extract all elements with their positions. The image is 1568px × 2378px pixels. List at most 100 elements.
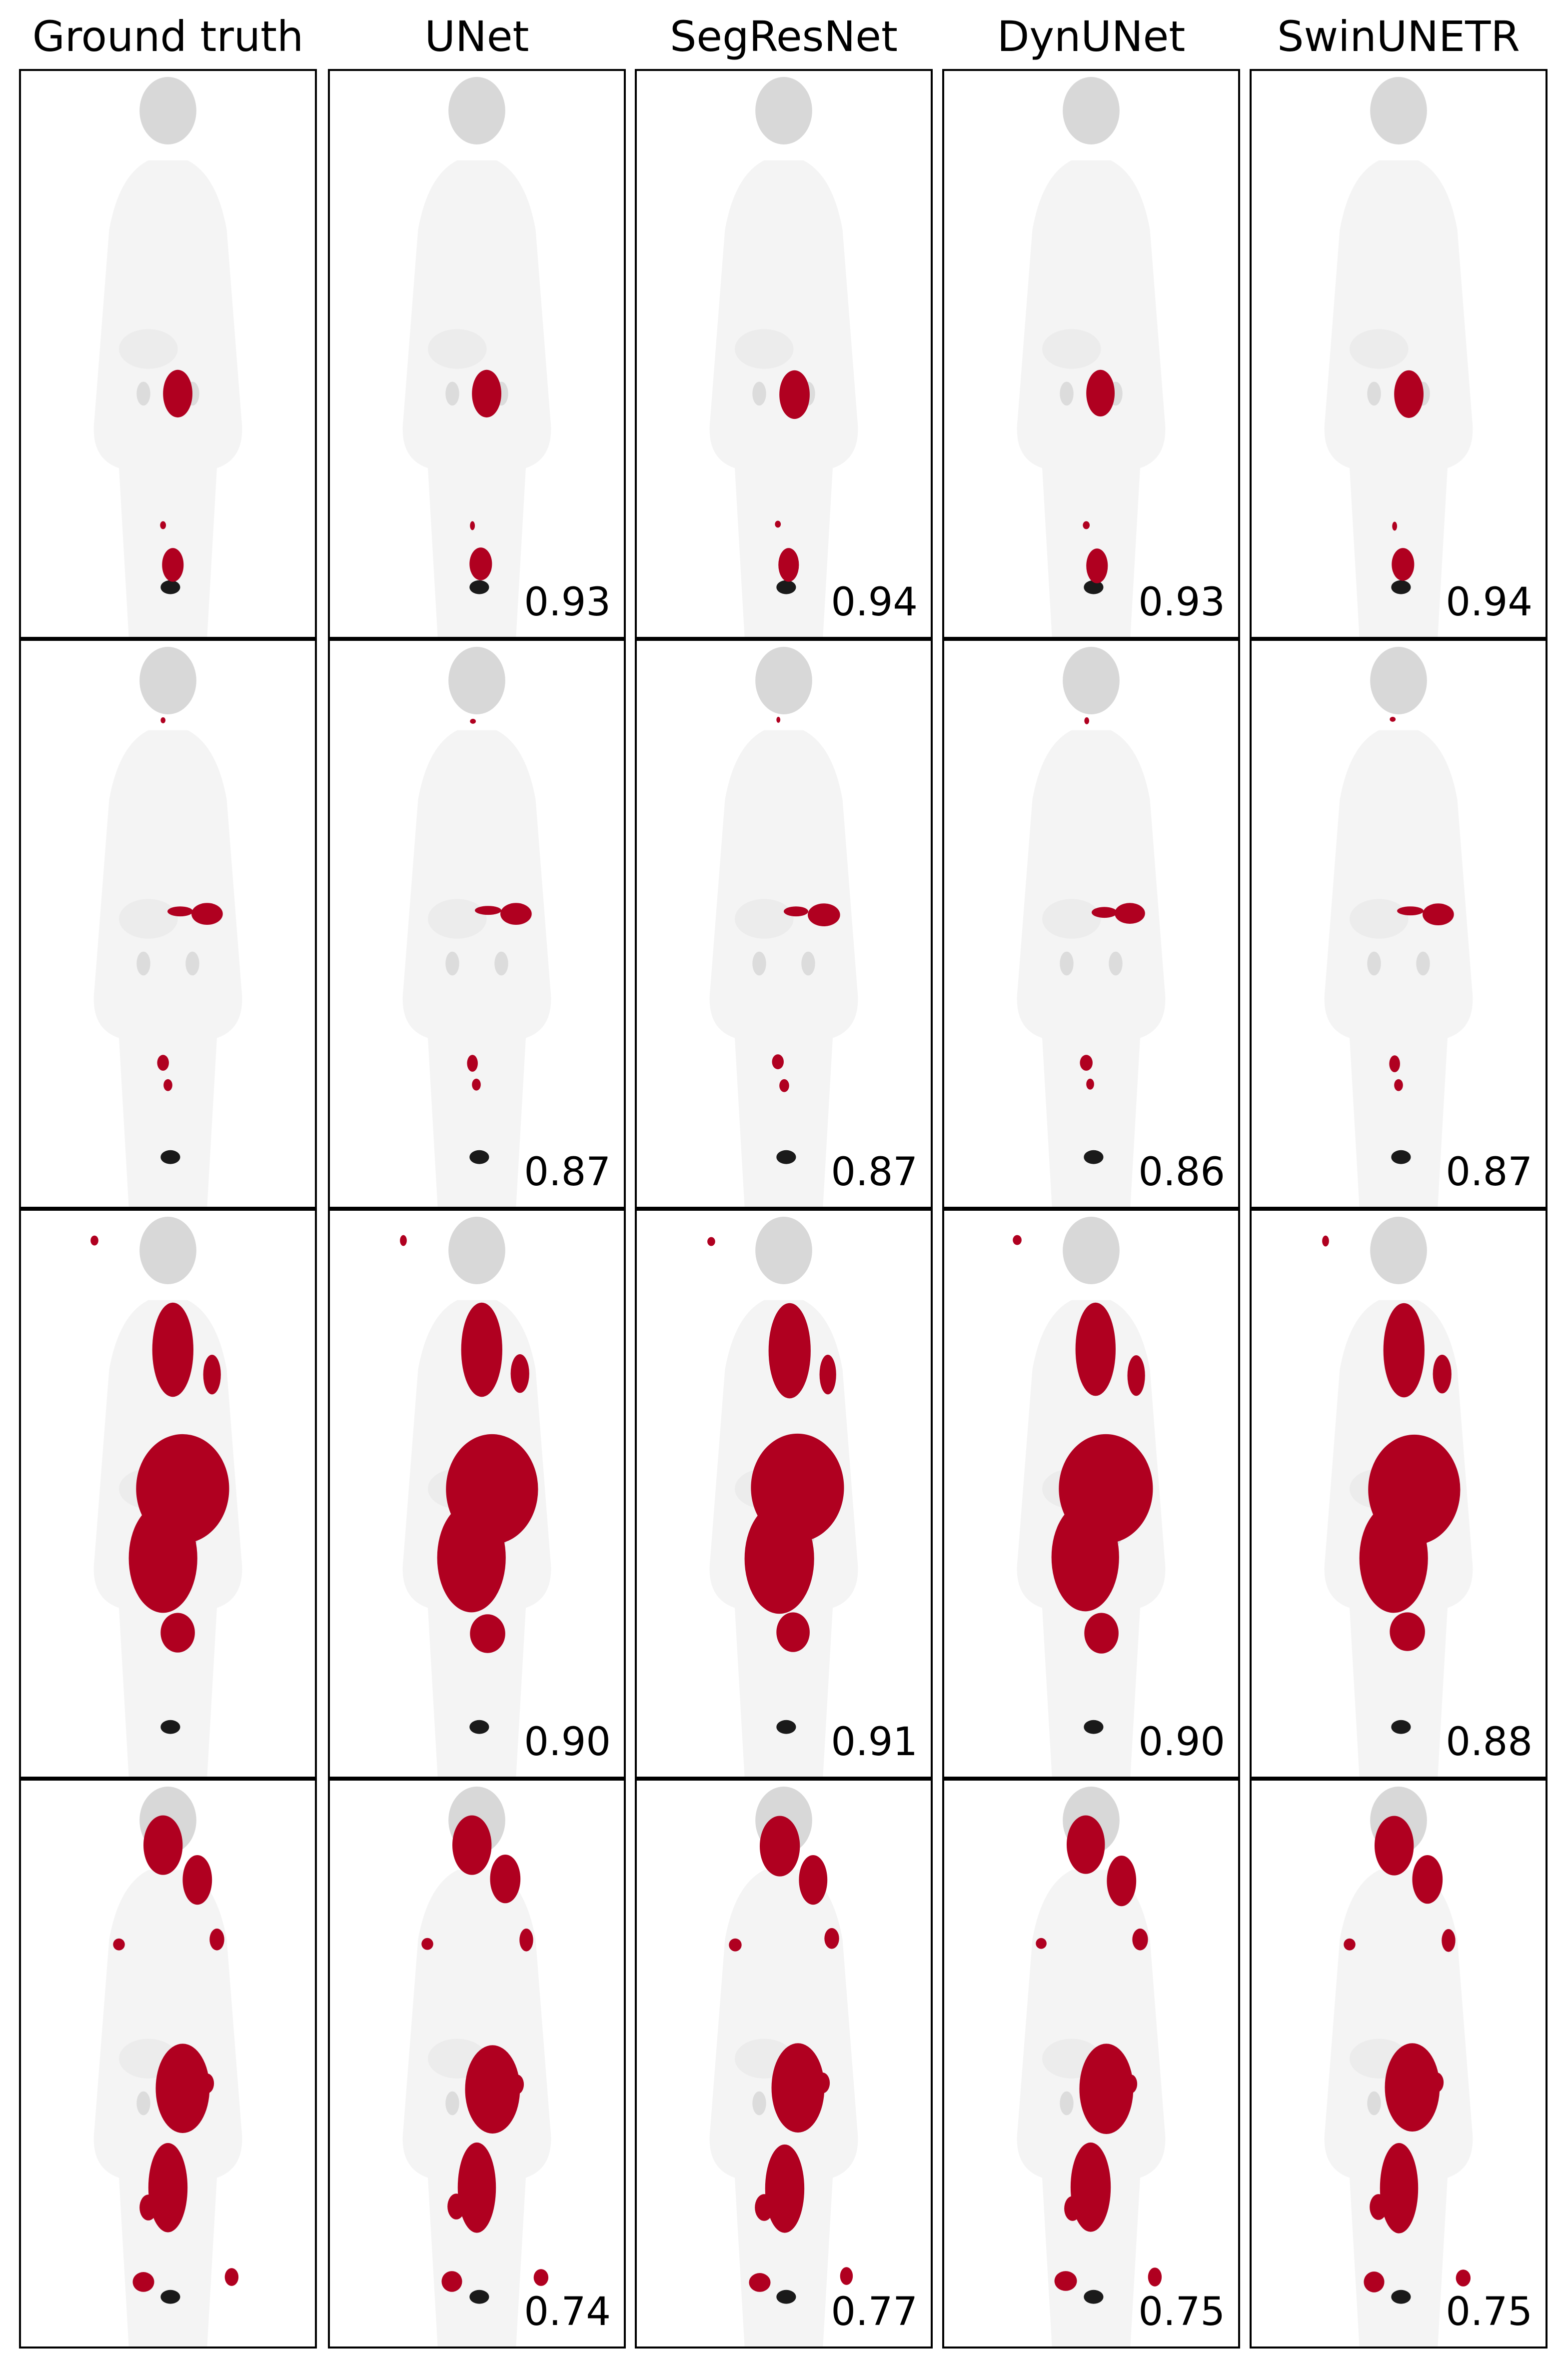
lesion-mask	[128, 1503, 197, 1613]
pet-mip-image	[1324, 646, 1473, 1207]
lesion-mask	[155, 2044, 210, 2134]
lesion-mask	[775, 520, 781, 528]
pet-mip-image	[93, 646, 242, 1207]
brain-uptake	[139, 1216, 196, 1284]
bladder-uptake	[1084, 1720, 1104, 1734]
lesion-mask	[1086, 1078, 1094, 1090]
dice-score: 0.93	[524, 580, 611, 625]
lesion-mask	[1430, 2072, 1444, 2093]
liver-uptake	[735, 899, 794, 939]
kidney-uptake	[1367, 951, 1381, 976]
dice-score: 0.86	[1138, 1150, 1225, 1195]
lesion-mask	[162, 548, 184, 582]
mip-panel	[19, 1209, 317, 1779]
dice-score: 0.75	[1138, 2290, 1225, 2335]
column-title-ground-truth: Ground truth	[32, 12, 304, 61]
lesion-mask	[768, 1303, 811, 1399]
lesion-mask	[1075, 1302, 1116, 1396]
kidney-uptake	[136, 951, 150, 976]
lesion-mask	[1456, 2270, 1471, 2287]
dice-score: 0.75	[1446, 2290, 1533, 2335]
bladder-uptake	[1391, 580, 1411, 594]
lesion-mask	[1412, 1855, 1443, 1904]
brain-uptake	[1370, 76, 1427, 144]
dice-score: 0.87	[1446, 1150, 1533, 1195]
lesion-mask	[452, 1815, 492, 1875]
lesion-mask	[457, 2142, 496, 2233]
body-silhouette	[709, 730, 858, 1207]
lesion-mask	[467, 1055, 478, 1072]
bladder-uptake	[160, 2290, 180, 2304]
column-title-dynunet: DynUNet	[997, 12, 1186, 61]
lesion-mask	[143, 1815, 183, 1875]
lesion-mask	[1064, 2196, 1081, 2221]
dice-score: 0.90	[524, 1720, 611, 1765]
lesion-mask	[132, 2272, 154, 2292]
lesion-mask	[490, 1854, 521, 1904]
brain-uptake	[755, 1216, 812, 1284]
lesion-mask	[160, 1613, 195, 1653]
lesion-mask	[1086, 548, 1108, 583]
dice-score: 0.91	[831, 1720, 918, 1765]
kidney-uptake	[1060, 951, 1074, 976]
lesion-mask	[1079, 2044, 1134, 2135]
pet-mip-image	[1017, 646, 1166, 1207]
kidney-uptake	[445, 2091, 459, 2116]
liver-uptake	[1042, 899, 1101, 939]
pet-mip-image	[93, 1786, 242, 2347]
pet-mip-image	[1324, 76, 1473, 637]
lesion-mask	[779, 1079, 789, 1092]
column-title-unet: UNet	[424, 12, 529, 61]
dice-score: 0.77	[831, 2290, 918, 2335]
lesion-mask	[465, 2045, 520, 2134]
mip-panel: 0.87	[635, 639, 933, 1209]
brain-uptake	[1063, 1216, 1120, 1284]
lesion-mask	[90, 1235, 98, 1246]
lesion-mask	[461, 1302, 502, 1397]
lesion-mask	[1067, 1815, 1105, 1874]
lesion-mask	[519, 1928, 533, 1952]
lesion-mask	[772, 1054, 784, 1069]
pet-mip-image	[402, 1786, 551, 2347]
lesion-mask	[1385, 2043, 1440, 2132]
lesion-mask	[840, 2267, 853, 2285]
lesion-mask	[469, 547, 492, 580]
lesion-mask	[771, 2043, 825, 2133]
bladder-uptake	[469, 580, 489, 594]
kidney-uptake	[136, 2091, 150, 2116]
dice-score: 0.87	[831, 1150, 918, 1195]
bladder-uptake	[160, 1720, 180, 1734]
kidney-uptake	[445, 381, 459, 406]
lesion-mask	[1397, 906, 1424, 916]
body-silhouette	[93, 730, 242, 1207]
lesion-mask	[1344, 1938, 1356, 1951]
dice-score: 0.90	[1138, 1720, 1225, 1765]
liver-uptake	[428, 899, 487, 939]
mip-panel: 0.86	[942, 639, 1240, 1209]
mip-panel: 0.94	[1250, 69, 1548, 639]
lesion-mask	[707, 1237, 715, 1246]
liver-uptake	[1350, 329, 1409, 369]
mip-panel: 0.87	[328, 639, 626, 1209]
bladder-uptake	[776, 1150, 796, 1164]
pet-mip-image	[1017, 1786, 1166, 2347]
lesion-mask	[799, 1855, 828, 1905]
bladder-uptake	[469, 1150, 489, 1164]
bladder-uptake	[776, 2290, 796, 2304]
lesion-mask	[167, 906, 193, 917]
lesion-mask	[1433, 1354, 1452, 1394]
bladder-uptake	[776, 1720, 796, 1734]
pet-mip-image	[1013, 1216, 1166, 1777]
lesion-mask	[744, 1503, 814, 1614]
brain-uptake	[1370, 1216, 1427, 1284]
bladder-uptake	[776, 580, 796, 594]
lesion-mask	[1394, 370, 1424, 418]
lesion-mask	[815, 2072, 830, 2094]
kidney-uptake	[1109, 951, 1123, 976]
lesion-mask	[470, 521, 475, 530]
lesion-mask	[157, 1055, 169, 1071]
dice-score: 0.87	[524, 1150, 611, 1195]
lesion-mask	[1370, 2194, 1388, 2220]
mip-panel: 0.90	[328, 1209, 626, 1779]
